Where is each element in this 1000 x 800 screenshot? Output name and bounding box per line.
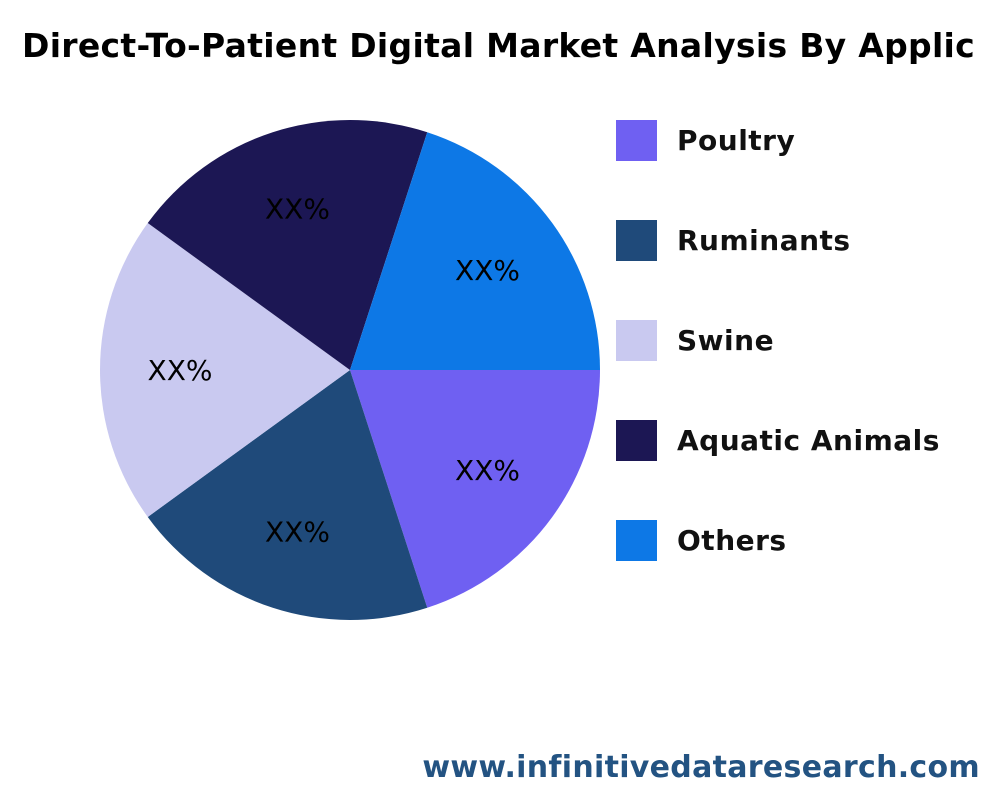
pie-slice-swine (100, 223, 350, 517)
data-label: XX% (265, 516, 330, 549)
legend-label: Poultry (677, 123, 796, 157)
legend-item: Ruminants (616, 219, 851, 261)
pie-slice-aquatic-animals (147, 120, 428, 370)
legend-swatch (616, 219, 657, 261)
legend-label: Others (677, 523, 787, 557)
legend-label: Swine (677, 323, 775, 357)
pie-slice-poultry (350, 370, 600, 608)
legend-item: Aquatic Animals (616, 419, 940, 461)
legend-swatch (616, 419, 657, 461)
data-label: XX% (455, 454, 520, 487)
legend-swatch (616, 519, 657, 561)
legend-item: Others (616, 519, 787, 561)
chart-title: Direct-To-Patient Digital Market Analysi… (22, 26, 976, 65)
data-label: XX% (148, 354, 213, 387)
legend-label: Aquatic Animals (677, 423, 940, 457)
data-label: XX% (455, 254, 520, 287)
pie-slice-others (350, 132, 600, 370)
legend-item: Swine (616, 319, 774, 361)
data-label: XX% (265, 192, 330, 225)
pie-slice-ruminants (147, 370, 428, 620)
legend-label: Ruminants (677, 223, 851, 257)
legend-item: Poultry (616, 119, 795, 161)
footer-website: www.infinitivedataresearch.com (422, 750, 980, 785)
legend-swatch (616, 319, 657, 361)
legend-swatch (616, 119, 657, 161)
